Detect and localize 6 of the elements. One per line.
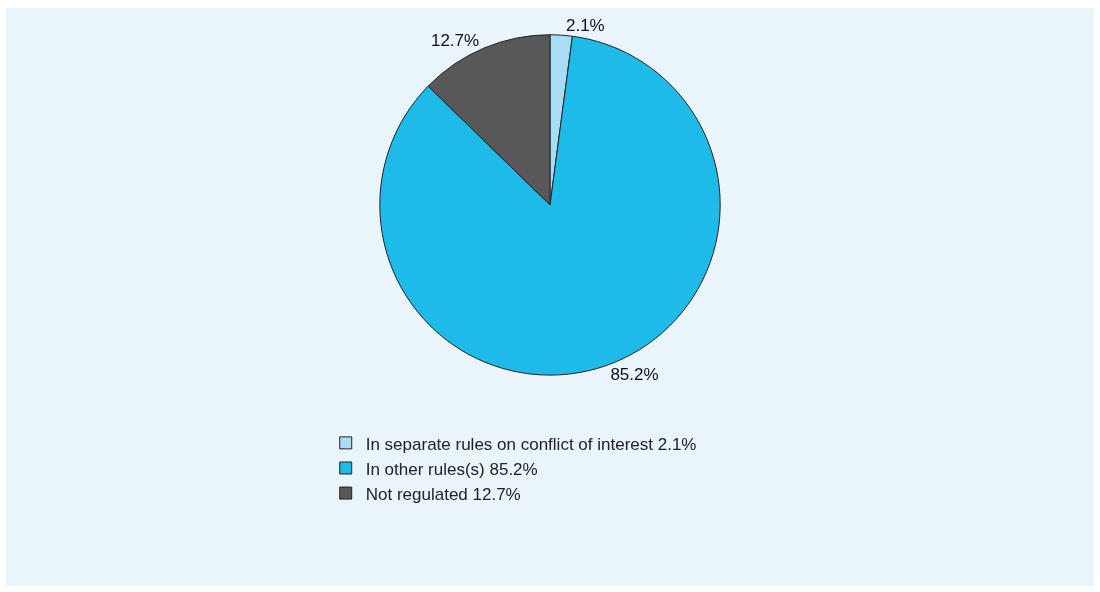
legend-label: In other rules(s) 85.2% (365, 459, 538, 479)
legend-label: In separate rules on conflict of interest 2.1% (365, 434, 697, 454)
data-label: 85.2% (610, 364, 659, 384)
legend-label: Not regulated 12.7% (365, 484, 521, 504)
data-label: 12.7% (430, 30, 480, 50)
data-label: 2.1% (565, 16, 605, 36)
